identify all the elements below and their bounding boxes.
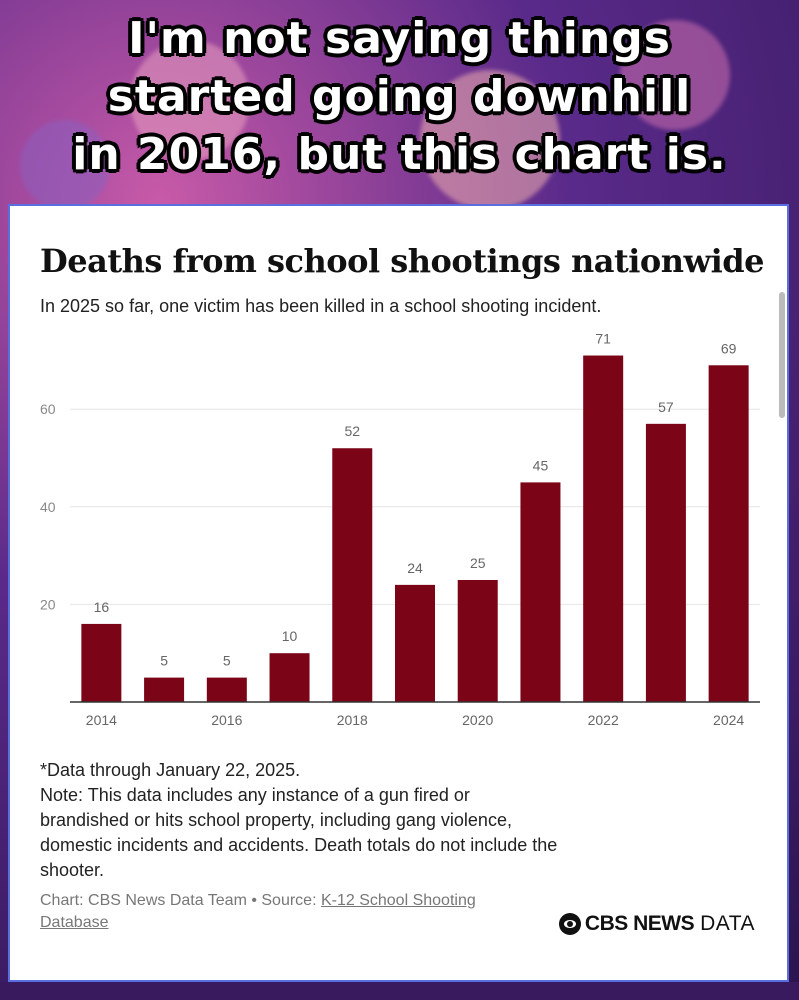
chart-card: Deaths from school shootings nationwide … — [8, 204, 789, 982]
meme-caption-line: I'm not saying things — [128, 13, 671, 64]
bar-chart: 20 40 60 16 5 5 10 52 24 25 45 71 57 69 2014 2016 2018 20… — [40, 331, 760, 728]
bar — [332, 448, 373, 702]
data-label: 45 — [533, 457, 549, 473]
chart-subtitle: In 2025 so far, one victim has been kill… — [40, 296, 602, 316]
scrollbar[interactable] — [779, 292, 785, 418]
chart-notes: *Data through January 22, 2025. Note: Th… — [40, 758, 560, 883]
chart-title: Deaths from school shootings nationwide — [40, 242, 764, 280]
meme-caption-line: in 2016, but this chart is. — [72, 129, 727, 180]
data-label: 25 — [470, 555, 486, 571]
data-label: 5 — [223, 653, 231, 669]
data-label: 5 — [160, 653, 168, 669]
bar — [395, 584, 435, 702]
meme-caption: I'm not saying things started going down… — [0, 10, 799, 184]
bar — [457, 580, 498, 702]
data-label: 16 — [94, 599, 110, 615]
meme-caption-line: started going downhill — [107, 71, 692, 122]
data-label: 10 — [282, 628, 298, 644]
data-label: 57 — [658, 399, 674, 415]
background-bokeh — [620, 20, 730, 130]
brand-name: CBS NEWS — [584, 912, 695, 935]
y-tick-label: 60 — [40, 401, 56, 417]
brand-suffix: DATA — [700, 912, 755, 935]
data-label: 71 — [595, 331, 611, 347]
x-tick-label: 2014 — [86, 712, 117, 728]
bar — [708, 365, 749, 702]
background-bokeh — [130, 40, 250, 160]
chart-credit: Chart: CBS News Data Team • Source: K-12… — [40, 890, 540, 934]
bar — [144, 677, 185, 702]
y-tick-label: 20 — [40, 596, 56, 612]
bar — [645, 423, 686, 702]
cbs-news-data-logo: CBS NEWS DATA — [558, 912, 755, 936]
data-label: 24 — [407, 560, 423, 576]
data-through-note: *Data through January 22, 2025. — [40, 760, 301, 780]
background-strip — [0, 982, 799, 1000]
x-tick-label: 2016 — [211, 712, 242, 728]
credit-text: Chart: CBS News Data Team • Source: — [40, 892, 321, 909]
data-label: 52 — [344, 423, 360, 439]
x-tick-label: 2024 — [713, 712, 744, 728]
bar — [81, 623, 122, 702]
x-tick-label: 2020 — [462, 712, 493, 728]
y-tick-label: 40 — [40, 499, 56, 515]
x-tick-label: 2018 — [337, 712, 368, 728]
cbs-eye-icon — [558, 913, 581, 935]
bar — [583, 355, 624, 702]
background-bokeh — [420, 70, 560, 210]
bar — [520, 482, 561, 702]
bar — [206, 677, 247, 702]
x-tick-label: 2022 — [588, 712, 619, 728]
background-bokeh — [20, 120, 110, 210]
data-label: 69 — [721, 340, 737, 356]
bar — [269, 653, 310, 702]
methodology-note: Note: This data includes any instance of… — [40, 785, 558, 880]
source-link[interactable]: K-12 School Shooting Database — [40, 892, 476, 931]
